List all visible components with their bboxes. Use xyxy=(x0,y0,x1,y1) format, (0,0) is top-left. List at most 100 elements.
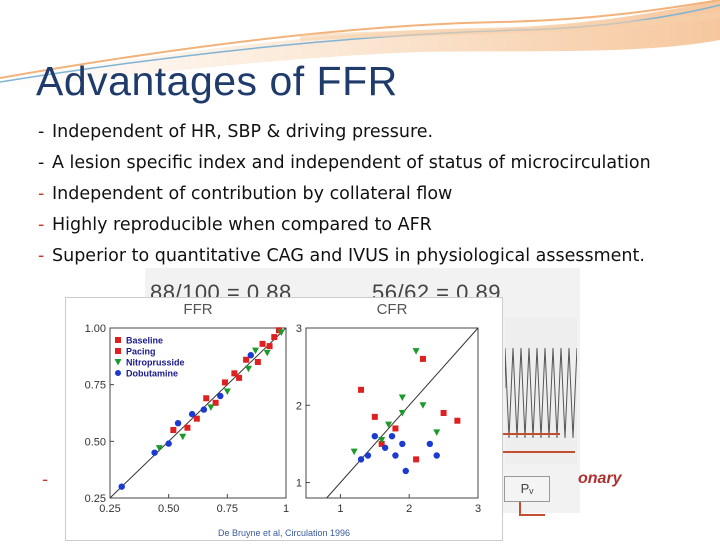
bullet-text: A lesion specific index and independent … xyxy=(52,153,651,173)
ffr-point-baseline xyxy=(170,427,177,433)
cfr-y-tick-label: 2 xyxy=(296,400,302,412)
cfr-point-nitroprusside xyxy=(419,402,427,409)
legend-label-baseline: Baseline xyxy=(126,336,163,346)
cfr-point-baseline xyxy=(378,440,385,447)
ffr-point-nitroprusside xyxy=(277,329,285,337)
cfr-point-dobutamine xyxy=(399,440,406,448)
ffr-point-dobutamine xyxy=(174,420,182,427)
cfr-point-nitroprusside xyxy=(350,448,358,456)
cfr-point-dobutamine xyxy=(426,440,434,448)
bullet-item: - Superior to quantitative CAG and IVUS i… xyxy=(38,246,645,266)
cfr-point-dobutamine xyxy=(381,444,389,451)
cfr-point-baseline xyxy=(358,386,365,393)
ffr-x-tick-label: 0.75 xyxy=(217,503,238,515)
cfr-point-dobutamine xyxy=(433,452,440,459)
ffr-y-tick-label: 0.25 xyxy=(85,493,106,505)
ffr-point-dobutamine xyxy=(200,406,208,413)
cfr-point-dobutamine xyxy=(357,456,365,463)
cfr-point-baseline xyxy=(413,456,420,463)
cfr-point-nitroprusside xyxy=(433,429,441,436)
cfr-plot-frame xyxy=(305,327,479,499)
ffr-point-pacing xyxy=(203,395,210,402)
cfr-point-baseline xyxy=(454,417,461,424)
ffr-x-tick-label: 1 xyxy=(283,503,289,515)
ffr-point-nitroprusside xyxy=(263,349,271,357)
bullet-dash: - xyxy=(38,215,45,235)
pressure-waveform xyxy=(505,318,577,464)
ffr-point-dobutamine xyxy=(151,449,158,456)
bullet-item: - Highly reproducible when compared to AF… xyxy=(38,215,432,235)
bullet-text: Superior to quantitative CAG and IVUS in… xyxy=(52,246,645,266)
legend-marker-pacing xyxy=(115,348,121,354)
citation-text: De Bruyne et al, Circulation 1996 xyxy=(218,528,350,538)
ffr-point-dobutamine xyxy=(217,392,224,400)
ffr-point-baseline xyxy=(212,399,219,406)
decorative-banner xyxy=(0,0,720,90)
ffr-point-nitroprusside xyxy=(251,347,259,355)
cfr-chart-title: CFR xyxy=(377,301,408,318)
cfr-point-dobutamine xyxy=(371,432,378,440)
ffr-point-nitroprusside xyxy=(155,445,163,452)
ffr-point-pacing xyxy=(221,379,228,386)
cfr-point-dobutamine xyxy=(402,467,409,475)
ffr-point-dobutamine xyxy=(165,440,172,447)
bullet-dash: - xyxy=(42,470,49,490)
ffr-point-pacing xyxy=(259,340,266,347)
bullet-dash: - xyxy=(38,184,45,204)
ffr-point-baseline xyxy=(243,356,250,363)
coronary-text-fragment: onary xyxy=(578,470,622,487)
cfr-point-nitroprusside xyxy=(398,394,406,402)
cfr-y-tick-label: 1 xyxy=(296,478,302,490)
cfr-point-dobutamine xyxy=(364,452,372,459)
slide-title: Advantages of FFR xyxy=(36,58,398,104)
legend-marker-nitroprusside xyxy=(114,359,122,366)
bullet-dash: - xyxy=(38,153,45,173)
legend-label-dobutamine: Dobutamine xyxy=(126,369,178,379)
ffr-point-nitroprusside xyxy=(223,388,231,395)
bullet-text: Independent of contribution by collatera… xyxy=(52,184,453,204)
cfr-y-tick-label: 3 xyxy=(296,323,302,335)
ffr-point-baseline xyxy=(254,359,261,365)
bullet-item: - Independent of contribution by collater… xyxy=(38,184,452,204)
ffr-point-pacing xyxy=(184,424,191,431)
cfr-point-dobutamine xyxy=(388,432,396,440)
bullet-text: Highly reproducible when compared to AFR xyxy=(52,215,432,235)
bullet-dash: - xyxy=(38,122,45,142)
cfr-point-nitroprusside xyxy=(385,421,393,429)
ffr-y-tick-label: 0.50 xyxy=(85,436,106,448)
bullet-dash: - xyxy=(38,246,45,266)
ffr-point-pacing xyxy=(236,374,243,381)
bullet-text: Independent of HR, SBP & driving pressur… xyxy=(52,122,434,142)
ffr-point-nitroprusside xyxy=(244,365,252,373)
cfr-point-baseline xyxy=(392,425,399,432)
ffr-point-dobutamine xyxy=(188,410,196,418)
legend-marker-baseline xyxy=(115,337,121,343)
ffr-x-tick-label: 0.25 xyxy=(99,503,120,515)
ffr-y-tick-label: 1.00 xyxy=(85,323,106,335)
ffr-y-tick-label: 0.75 xyxy=(85,380,106,392)
connector-lines xyxy=(500,433,575,516)
ffr-point-baseline xyxy=(231,370,238,377)
bullet-item: -A lesion specific index and independent… xyxy=(38,153,651,173)
legend-label-pacing: Pacing xyxy=(126,347,156,357)
legend-marker-dobutamine xyxy=(115,370,121,376)
cfr-x-tick-label: 3 xyxy=(475,503,481,515)
cfr-x-tick-label: 1 xyxy=(337,503,343,515)
cfr-point-baseline xyxy=(371,413,378,420)
ffr-point-nitroprusside xyxy=(179,433,187,441)
cfr-point-baseline xyxy=(419,355,426,362)
ffr-point-nitroprusside xyxy=(207,404,215,411)
cfr-point-nitroprusside xyxy=(412,348,420,355)
ffr-plot-frame xyxy=(109,327,287,499)
ffr-point-baseline xyxy=(193,415,200,422)
bullet-item: - Independent of HR, SBP & driving pressu… xyxy=(38,122,433,142)
cfr-point-nitroprusside xyxy=(378,437,386,444)
cfr-point-baseline xyxy=(440,410,447,416)
ffr-point-dobutamine xyxy=(118,483,125,490)
ffr-cfr-chart-card: FFR 0.25 0.50 0.75 1 0.25 0.50 0.75 1.00 Baseline… xyxy=(66,298,502,540)
ffr-chart-title: FFR xyxy=(183,301,212,318)
cfr-point-nitroprusside xyxy=(398,410,406,417)
ffr-identity-line xyxy=(109,327,287,499)
ffr-point-dobutamine xyxy=(247,352,254,359)
cfr-point-dobutamine xyxy=(392,452,399,459)
